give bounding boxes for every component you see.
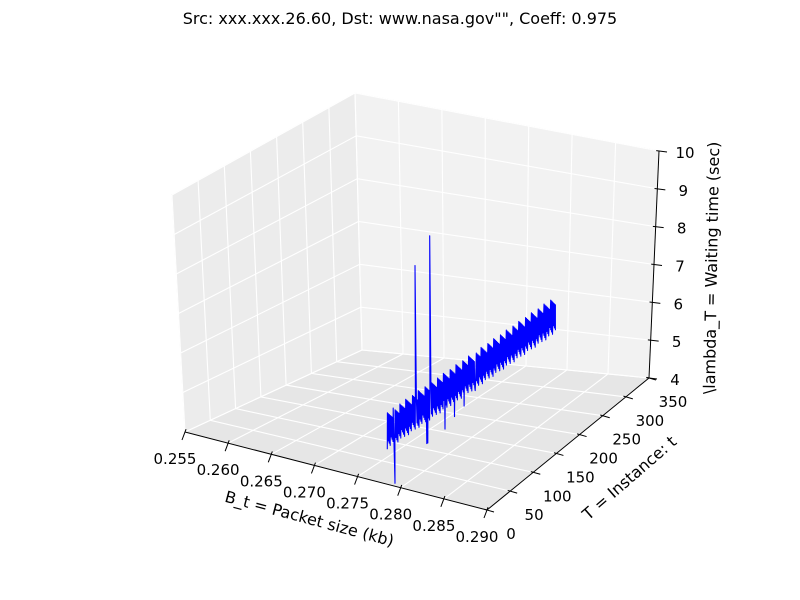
x-tick-label: 0.280 bbox=[369, 506, 412, 524]
z-gridline bbox=[184, 349, 650, 433]
y-axis-line bbox=[486, 377, 650, 511]
y-tick-label: 250 bbox=[612, 431, 641, 449]
x-tick-label: 0.255 bbox=[154, 450, 197, 468]
z-tick-label: 4 bbox=[670, 371, 680, 389]
z-tick-mark bbox=[652, 225, 664, 229]
y-tick-label: 200 bbox=[589, 450, 618, 468]
x-tick-mark bbox=[267, 451, 273, 463]
y-tick-label: 300 bbox=[636, 412, 665, 430]
tick-marks: 0.2550.2600.2650.2700.2750.2800.2850.290… bbox=[154, 144, 695, 546]
x-tick-label: 0.260 bbox=[197, 461, 240, 479]
axes-panes bbox=[171, 92, 660, 511]
y-tick-mark bbox=[576, 433, 587, 438]
y-tick-label: 350 bbox=[659, 393, 688, 411]
series-line bbox=[386, 235, 556, 484]
z-tick-label: 5 bbox=[672, 333, 682, 351]
x-tick-mark bbox=[224, 440, 230, 452]
z-gridline bbox=[182, 306, 651, 393]
y-tick-label: 0 bbox=[506, 525, 516, 543]
z-gridline bbox=[173, 135, 658, 235]
y-tick-mark bbox=[553, 452, 564, 456]
y-tick-mark bbox=[623, 395, 633, 400]
z-gridline bbox=[171, 92, 660, 196]
z-tick-label: 9 bbox=[679, 182, 689, 200]
x-tick-label: 0.275 bbox=[326, 495, 369, 513]
z-gridline bbox=[180, 263, 653, 354]
z-tick-label: 8 bbox=[677, 220, 687, 238]
series-group bbox=[386, 235, 556, 484]
z-gridline bbox=[178, 220, 655, 314]
x-tick-mark bbox=[310, 462, 316, 474]
x-tick-mark bbox=[181, 429, 187, 441]
z-tick-label: 10 bbox=[675, 144, 694, 162]
z-tick-mark bbox=[651, 263, 663, 266]
z-tick-label: 6 bbox=[674, 295, 684, 313]
z-tick-mark bbox=[656, 150, 668, 153]
x-tick-mark bbox=[397, 484, 403, 496]
x-tick-mark bbox=[440, 495, 446, 508]
y-tick-label: 150 bbox=[566, 468, 595, 486]
z-axis-label: \lambda_T = Waiting time (sec) bbox=[700, 141, 724, 394]
x-tick-label: 0.270 bbox=[283, 483, 326, 501]
z-gridline bbox=[176, 178, 656, 275]
z-tick-mark bbox=[647, 339, 659, 342]
x-tick-label: 0.290 bbox=[456, 528, 499, 546]
z-tick-label: 7 bbox=[675, 258, 685, 276]
y-tick-mark bbox=[530, 471, 541, 475]
y-tick-mark bbox=[507, 489, 518, 494]
y-tick-mark bbox=[600, 414, 610, 419]
z-tick-mark bbox=[649, 301, 661, 304]
x-tick-mark bbox=[483, 507, 489, 519]
z-tick-mark bbox=[654, 187, 666, 191]
chart-title: Src: xxx.xxx.26.60, Dst: www.nasa.gov"",… bbox=[182, 9, 618, 28]
y-tick-label: 50 bbox=[525, 506, 544, 524]
x-axis-line bbox=[184, 431, 488, 511]
y-tick-label: 100 bbox=[543, 487, 572, 505]
x-tick-label: 0.265 bbox=[240, 472, 283, 490]
z-tick-mark bbox=[646, 377, 658, 380]
y-tick-mark bbox=[484, 508, 495, 513]
x-tick-label: 0.285 bbox=[412, 517, 455, 535]
x-tick-mark bbox=[354, 473, 360, 485]
